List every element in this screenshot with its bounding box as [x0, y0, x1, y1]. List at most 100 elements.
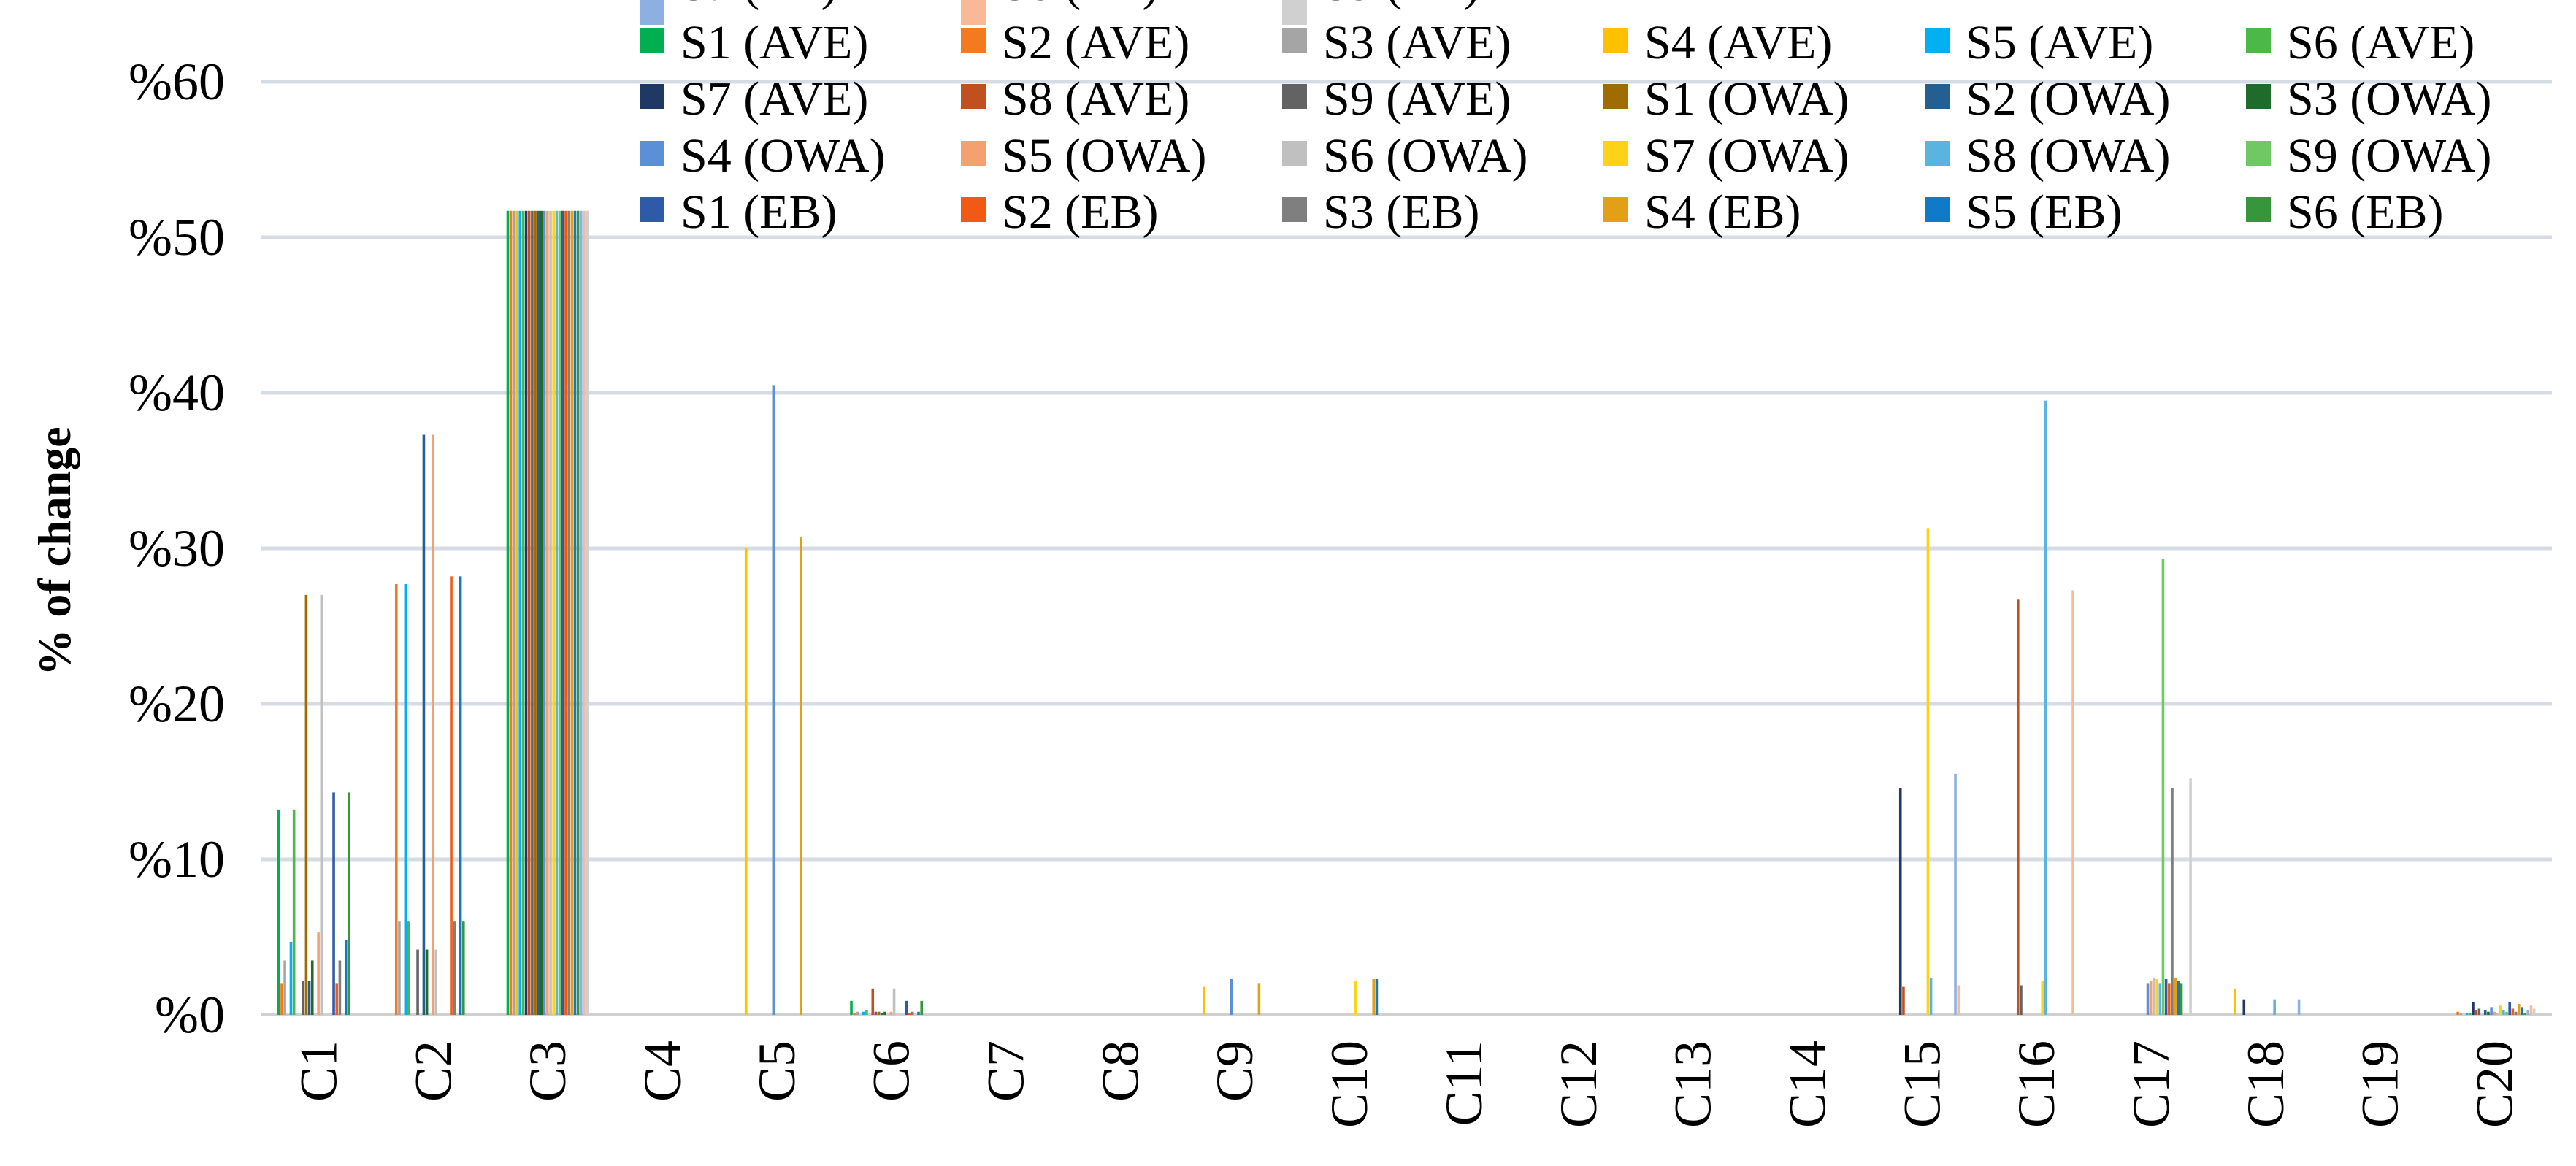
y-tick-label: %10: [129, 830, 225, 889]
bar: [586, 210, 589, 1015]
y-tick-label: %40: [129, 364, 225, 422]
bar: [772, 385, 775, 1015]
bar: [307, 981, 311, 1015]
x-category-label: C11: [1435, 1040, 1493, 1126]
bar: [877, 1011, 881, 1015]
legend: S1 (AVE) S2 (AVE) S3 (AVE) S4 (AVE) S5 (AVE)…: [640, 0, 2491, 239]
bar: [527, 210, 531, 1015]
legend-swatch: [2246, 197, 2271, 222]
bar: [1230, 979, 1233, 1015]
bar: [1354, 981, 1357, 1015]
bar: [2529, 1005, 2533, 1015]
bar: [2508, 1002, 2511, 1015]
legend-swatch: [2246, 84, 2271, 109]
legend-label: S1 (AVE): [681, 16, 868, 69]
bar: [892, 988, 896, 1015]
bar: [2168, 983, 2171, 1015]
legend-label: S9 (EB): [1323, 0, 1480, 11]
legend-swatch: [1282, 0, 1307, 25]
legend-swatch: [1282, 84, 1307, 109]
legend-item: S5 (AVE): [1925, 16, 2153, 69]
bar: [459, 576, 462, 1015]
legend-item: S3 (EB): [1282, 185, 1480, 239]
legend-swatch: [2246, 141, 2271, 166]
bar: [2505, 1011, 2508, 1015]
bar: [2233, 988, 2236, 1015]
bar: [453, 921, 456, 1015]
legend-item: S2 (AVE): [961, 16, 1189, 69]
legend-swatch: [640, 141, 664, 166]
legend-swatch: [640, 84, 664, 109]
bar: [531, 210, 534, 1015]
legend-swatch: [640, 197, 664, 222]
bar: [573, 210, 577, 1015]
bar: [546, 210, 549, 1015]
legend-label: S1 (OWA): [1644, 72, 1849, 126]
bar: [515, 210, 518, 1015]
bar: [2071, 590, 2074, 1015]
bar: [2517, 1004, 2521, 1015]
legend-label: S8 (OWA): [1966, 129, 2170, 183]
bar: [404, 583, 407, 1015]
bar: [280, 983, 283, 1015]
legend-item: S7 (AVE): [640, 72, 868, 126]
bar: [2472, 1002, 2475, 1015]
bar: [2493, 1011, 2496, 1015]
legend-item: S4 (OWA): [640, 129, 885, 183]
bar: [518, 210, 521, 1015]
bar: [434, 949, 437, 1015]
legend-swatch: [961, 141, 986, 166]
bar: [2161, 559, 2165, 1015]
x-category-label: C20: [2466, 1040, 2524, 1128]
bar: [576, 210, 580, 1015]
bar: [850, 1000, 853, 1015]
legend-swatch: [961, 197, 986, 222]
legend-label: S2 (OWA): [1966, 72, 2170, 126]
legend-item: S9 (OWA): [2246, 129, 2491, 183]
bar: [2149, 981, 2153, 1015]
bar: [332, 792, 335, 1015]
bar: [2477, 1008, 2481, 1015]
bar: [407, 921, 410, 1015]
bar: [2273, 999, 2276, 1015]
bar: [317, 932, 320, 1015]
y-tick-label: %0: [155, 986, 225, 1044]
bar: [1954, 773, 1957, 1015]
bar: [580, 210, 583, 1015]
bar: [302, 981, 304, 1015]
bar: [2041, 981, 2044, 1015]
bar: [543, 210, 546, 1015]
legend-label: S8 (AVE): [1002, 72, 1189, 126]
bar: [561, 210, 564, 1015]
bar: [871, 988, 875, 1015]
bar: [2158, 983, 2162, 1015]
bar: [2487, 1011, 2490, 1015]
bar: [2171, 788, 2174, 1015]
bar: [1375, 979, 1379, 1015]
y-tick-label: %60: [129, 53, 225, 111]
bar: [283, 960, 286, 1015]
legend-label: S7 (OWA): [1644, 129, 1849, 183]
legend-item: S1 (EB): [640, 185, 837, 239]
x-category-label: C7: [977, 1040, 1035, 1102]
bar: [744, 548, 748, 1015]
legend-label: S7 (EB): [681, 0, 837, 11]
legend-label: S2 (EB): [1002, 185, 1159, 239]
legend-swatch: [1603, 28, 1628, 53]
x-category-label: C13: [1664, 1040, 1722, 1128]
x-category-label: C16: [2007, 1040, 2066, 1128]
legend-item: S4 (AVE): [1603, 16, 1832, 69]
bar: [920, 1000, 923, 1015]
bar: [2483, 1010, 2487, 1015]
bar: [564, 210, 567, 1015]
bar: [289, 941, 293, 1015]
bar: [1929, 977, 1933, 1015]
x-category-label: C12: [1549, 1040, 1608, 1128]
legend-item: S6 (EB): [2246, 185, 2444, 239]
legend-label: S6 (OWA): [1323, 129, 1527, 183]
bar: [567, 210, 570, 1015]
bar: [549, 210, 552, 1015]
bar: [1902, 986, 1905, 1015]
legend-item: S8 (OWA): [1925, 129, 2170, 183]
legend-swatch: [640, 0, 664, 25]
